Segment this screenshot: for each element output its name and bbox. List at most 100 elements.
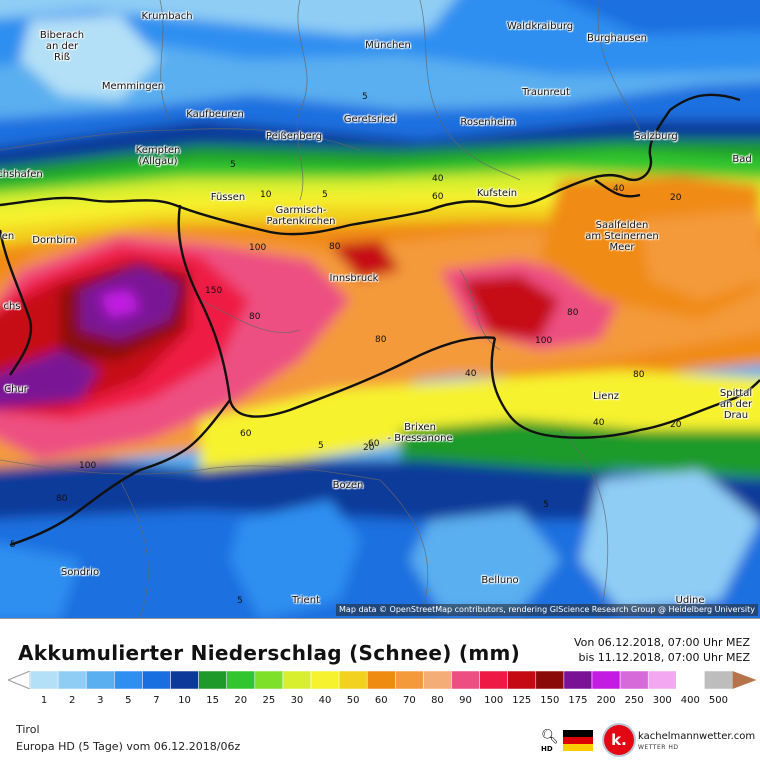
map-footer: Akkumulierter Niederschlag (Schnee) (mm)… <box>0 618 760 761</box>
isoline-label: 5 <box>230 160 236 170</box>
place-label: Spittal an der Drau <box>719 388 753 421</box>
place-label: Trient <box>292 595 320 606</box>
german-flag-icon[interactable] <box>563 730 593 751</box>
colorbar-swatch <box>676 671 705 689</box>
isoline-label: 5 <box>10 540 16 550</box>
colorbar-start-arrow <box>8 671 31 689</box>
place-label: Chur <box>4 384 28 395</box>
place-label: Udine <box>675 595 705 606</box>
precipitation-colorbar <box>8 671 757 689</box>
colorbar-swatch <box>563 671 593 689</box>
colorbar-tick-label: 90 <box>459 695 472 706</box>
colorbar-swatch <box>366 671 396 689</box>
colorbar-tick-label: 50 <box>346 695 360 706</box>
isoline-label: 40 <box>465 369 477 379</box>
place-label: Belluno <box>481 575 519 586</box>
colorbar-tick-labels: 1 2 3 5 7 10 15 20 25 30 40 50 60 70 80 90 100 125 150 175 2… <box>0 695 760 709</box>
colorbar-swatch <box>29 671 59 689</box>
colorbar-tick-label: 30 <box>290 695 304 706</box>
place-label: Bad <box>732 154 752 165</box>
isoline-label: 60 <box>240 429 252 439</box>
colorbar-swatch <box>142 671 171 689</box>
place-label: Füssen <box>210 192 246 203</box>
colorbar-tick-label: 70 <box>402 695 416 706</box>
colorbar-tick-label: 100 <box>484 695 504 706</box>
isoline-label: 150 <box>205 286 223 296</box>
region-label: Tirol <box>16 723 40 736</box>
place-label: Dornbirn <box>32 235 76 246</box>
place-label: Biberach an der Riß <box>39 30 85 63</box>
colorbar-tick-label: 125 <box>512 695 532 706</box>
colorbar-tick-label: 250 <box>624 695 644 706</box>
colorbar-tick-label: 200 <box>596 695 616 706</box>
place-label: Brixen - Bressanone <box>387 422 453 444</box>
colorbar-tick-label: 150 <box>540 695 560 706</box>
colorbar-swatch <box>395 671 424 689</box>
isoline-label: 80 <box>375 335 387 345</box>
place-label: Kempten (Allgäu) <box>135 145 181 167</box>
place-label: Traunreut <box>522 87 570 98</box>
hd-label[interactable]: HD <box>541 745 553 753</box>
valid-from: Von 06.12.2018, 07:00 Uhr MEZ <box>573 636 750 649</box>
colorbar-end-arrow <box>732 671 757 689</box>
colorbar-swatch <box>479 671 508 689</box>
isoline-label: 40 <box>593 418 605 428</box>
colorbar-tick-label: 10 <box>178 695 191 706</box>
colorbar-tick-label: 20 <box>234 695 248 706</box>
place-label: Innsbruck <box>329 273 379 284</box>
colorbar-swatch <box>451 671 480 689</box>
isoline-label: 100 <box>249 243 267 253</box>
colorbar-tick-label: 500 <box>708 695 728 706</box>
colorbar-swatch <box>85 671 115 689</box>
isoline-label: 40 <box>613 184 625 194</box>
colorbar-tick-label: 400 <box>680 695 700 706</box>
isoline-label: 100 <box>535 336 553 346</box>
colorbar-tick-label: 25 <box>262 695 276 706</box>
place-label: Kaufbeuren <box>186 109 244 120</box>
colorbar-tick-label: 40 <box>318 695 332 706</box>
isoline-label: 80 <box>633 370 645 380</box>
map-attribution[interactable]: Map data © OpenStreetMap contributors, r… <box>336 604 758 616</box>
brand-name[interactable]: kachelmannwetter.com <box>638 731 756 742</box>
precipitation-field <box>0 0 760 618</box>
place-label: Bozen <box>332 480 364 491</box>
map-title: Akkumulierter Niederschlag (Schnee) (mm) <box>18 641 521 665</box>
place-label: Peißenberg <box>265 131 323 142</box>
colorbar-tick-label: 3 <box>97 695 104 706</box>
colorbar-swatch <box>57 671 87 689</box>
isoline-label: 60 <box>432 192 444 202</box>
place-label: Memmingen <box>101 81 165 92</box>
colorbar-swatch <box>704 671 733 689</box>
model-run-label: Europa HD (5 Tage) vom 06.12.2018/06z <box>16 740 241 753</box>
precipitation-map[interactable]: Krumbach Biberach an der Riß Waldkraiburg Mün… <box>0 0 760 618</box>
colorbar-swatch <box>170 671 199 689</box>
brand-subtitle: WETTER HD <box>638 744 679 751</box>
isoline-label: 20 <box>363 443 375 453</box>
isoline-label: 80 <box>567 308 579 318</box>
kachelmann-logo-icon[interactable]: k. <box>604 725 634 755</box>
place-label: Salzburg <box>634 131 678 142</box>
valid-to: bis 11.12.2018, 07:00 Uhr MEZ <box>578 651 750 664</box>
isoline-label: 5 <box>543 500 549 510</box>
place-label: Garmisch- Partenkirchen <box>266 205 336 227</box>
isoline-label: 20 <box>670 193 682 203</box>
colorbar-tick-label: 60 <box>374 695 388 706</box>
colorbar-swatch <box>423 671 452 689</box>
place-label: Geretsried <box>343 114 397 125</box>
magnifier-icon[interactable]: 🔍︎ <box>541 729 559 745</box>
colorbar-swatch <box>338 671 368 689</box>
colorbar-tick-label: 300 <box>652 695 672 706</box>
colorbar-swatch <box>198 671 227 689</box>
isoline-label: 5 <box>362 92 368 102</box>
place-label: Kufstein <box>476 188 518 199</box>
place-label: en <box>1 231 15 242</box>
isoline-label: 80 <box>329 242 341 252</box>
colorbar-swatch <box>647 671 677 689</box>
isoline-label: 10 <box>260 190 272 200</box>
colorbar-tick-label: 2 <box>68 695 76 706</box>
isoline-label: 100 <box>79 461 97 471</box>
colorbar-swatch <box>591 671 621 689</box>
colorbar-swatch <box>226 671 256 689</box>
isoline-label: 20 <box>670 420 682 430</box>
colorbar-swatch <box>310 671 340 689</box>
